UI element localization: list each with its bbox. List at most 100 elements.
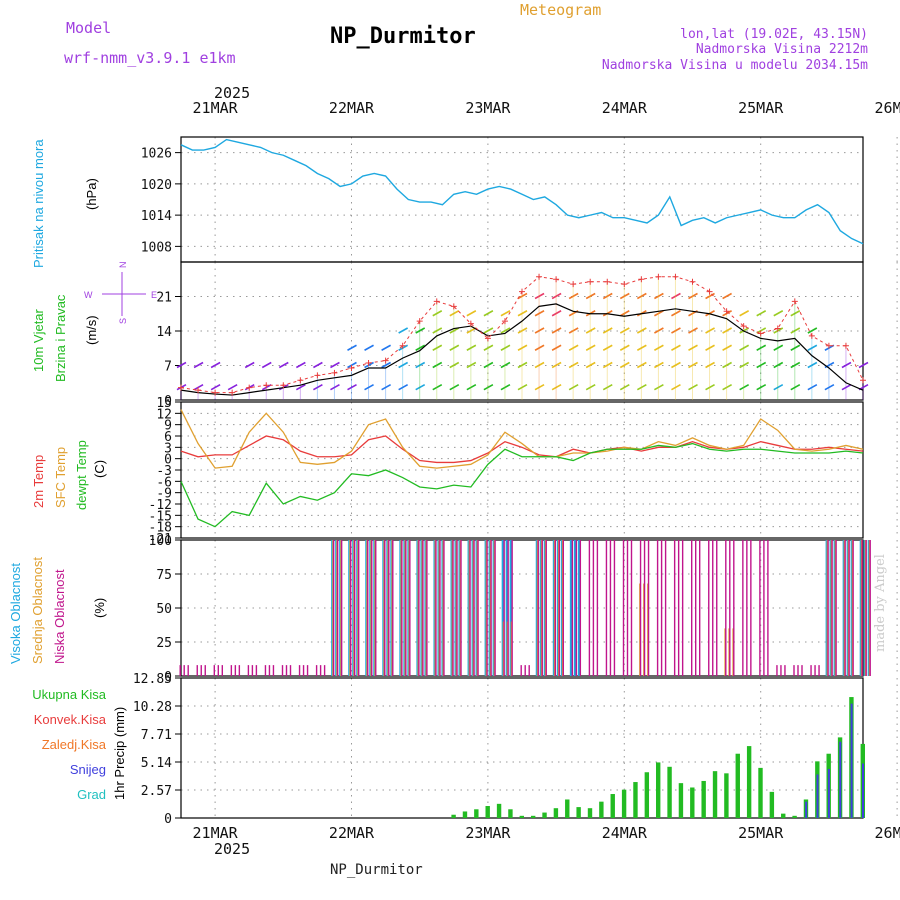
model-name: wrf-nmm_v3.9.1 e1km	[64, 49, 236, 67]
wind-arrow	[636, 344, 647, 351]
wind-arrow	[705, 310, 715, 317]
wind-arrow	[636, 292, 647, 300]
wind-arrow	[551, 327, 562, 334]
wind-arrow	[313, 361, 323, 369]
wind-arrow	[244, 361, 255, 369]
compass-icon: N W E S	[84, 262, 157, 325]
wind-arrow	[330, 361, 340, 369]
wind-arrow	[636, 383, 647, 391]
wind-arrow	[807, 344, 818, 351]
gust-marker	[842, 342, 849, 349]
wind-arrow	[858, 361, 869, 369]
day-label-top: 25MAR	[738, 99, 784, 117]
meteogram-title: Meteogram	[520, 1, 601, 19]
precip-bar-total	[576, 807, 581, 818]
wind-arrow	[500, 383, 511, 391]
day-label-bottom: 22MAR	[329, 824, 375, 842]
day-label-top: 26MAR	[875, 99, 900, 117]
wind-arrow	[654, 292, 664, 300]
wind-arrow	[602, 383, 613, 391]
wind-arrow	[790, 327, 801, 334]
wind-ylabel-1: 10m Vjetar	[31, 308, 46, 372]
wind-arrow	[568, 344, 579, 351]
precip-bar-total	[542, 812, 547, 818]
wind-arrow	[398, 327, 409, 334]
wind-arrow	[756, 361, 767, 369]
wind-arrow	[585, 361, 596, 369]
y-tick-label: 5.14	[141, 756, 172, 771]
gust-marker	[467, 320, 474, 327]
y-tick-label: 0	[164, 670, 172, 685]
gust-marker	[553, 276, 560, 283]
wind-arrow	[381, 344, 391, 351]
precip-bar-total	[792, 815, 797, 818]
precip-bar-snow	[805, 801, 808, 818]
y-tick-label: 0	[164, 394, 172, 409]
wind-arrow	[415, 383, 426, 391]
wind-arrow	[483, 383, 494, 391]
wind-arrow	[688, 383, 698, 391]
precip-bar-snow	[850, 703, 853, 818]
temp-2m-line	[180, 435, 864, 464]
wind-arrow	[585, 344, 596, 351]
wind-arrow	[517, 361, 528, 369]
gust-marker	[825, 342, 832, 349]
day-label-bottom: 26MAR	[875, 824, 900, 842]
y-tick-label: -12	[149, 498, 172, 513]
wind-arrow	[534, 361, 545, 369]
wind-arrow	[500, 361, 511, 369]
gust-marker	[331, 369, 338, 376]
wind-arrow	[619, 327, 630, 334]
gust-marker	[416, 318, 423, 325]
y-tick-label: 7	[164, 360, 172, 375]
gust-marker	[212, 389, 219, 396]
gust-marker	[587, 278, 594, 285]
svg-text:S: S	[118, 318, 128, 324]
wind-unit: (m/s)	[84, 315, 99, 345]
svg-text:N: N	[118, 262, 128, 269]
wind-arrow	[671, 361, 681, 369]
y-tick-label: -15	[149, 509, 172, 524]
wind-arrow	[534, 327, 545, 334]
gust-marker	[689, 278, 696, 285]
wind-arrow	[483, 361, 494, 369]
wind-arrow	[210, 383, 221, 391]
wind-arrow	[534, 292, 545, 300]
wind-arrow	[432, 361, 443, 369]
y-tick-label: 6	[164, 430, 172, 445]
precip-bar-total	[599, 801, 604, 818]
wind-arrow	[654, 383, 664, 391]
wind-arrow	[568, 327, 579, 334]
wind-arrow	[449, 344, 460, 351]
y-tick-label: 1026	[141, 147, 172, 162]
gust-marker	[501, 318, 508, 325]
y-tick-label: -3	[156, 464, 172, 479]
wind-arrow	[483, 344, 494, 351]
wind-arrow	[705, 383, 715, 391]
precip-bar-total	[746, 746, 752, 818]
wind-arrow	[602, 327, 613, 334]
wind-arrow	[483, 310, 494, 317]
wind-arrow	[722, 292, 732, 300]
temp-ylabel-dew: dewpt Temp	[74, 440, 89, 510]
wind-arrow	[773, 344, 784, 351]
wind-arrow	[347, 344, 357, 351]
legend-zaledj: Zaledj.Kisa	[42, 737, 107, 752]
gust-marker	[229, 389, 236, 396]
wind-arrow	[415, 361, 426, 369]
y-tick-label: 9	[164, 419, 172, 434]
wind-arrow	[517, 327, 528, 334]
wind-arrow	[688, 292, 698, 300]
wind-arrow	[313, 383, 323, 391]
wind-arrow	[568, 292, 579, 300]
temp-unit: (C)	[92, 460, 107, 478]
cloud-unit: (%)	[92, 598, 107, 618]
precip-bar-total	[735, 753, 740, 818]
day-label-bottom: 21MAR	[193, 824, 239, 842]
gust-marker	[757, 330, 764, 337]
y-tick-label: 0	[164, 812, 172, 827]
legend-snijeg: Snijeg	[70, 762, 106, 777]
wind-arrow	[500, 344, 511, 351]
